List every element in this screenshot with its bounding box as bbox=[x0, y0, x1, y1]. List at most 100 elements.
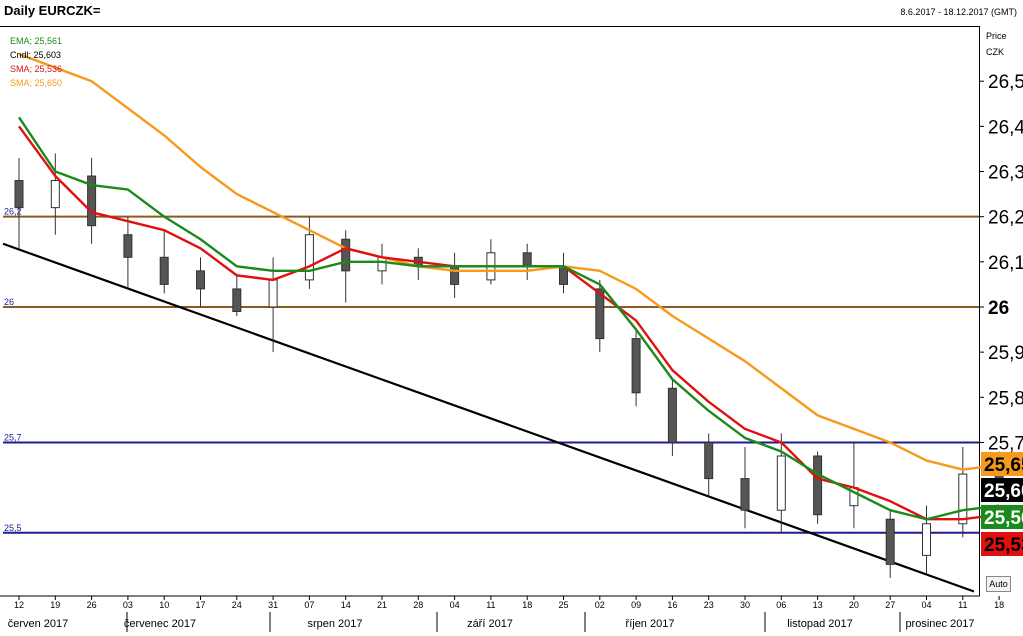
candle-body bbox=[776, 455, 786, 511]
price-currency: CZK bbox=[986, 47, 1004, 57]
x-tick-label: 12 bbox=[14, 600, 24, 610]
y-tick-label: 25,7 bbox=[988, 433, 1023, 454]
x-tick-label: 28 bbox=[413, 600, 423, 610]
ma-line bbox=[18, 116, 1000, 521]
chart-title: Daily EURCZK= bbox=[4, 3, 101, 18]
x-tick-label: 31 bbox=[268, 600, 278, 610]
candle-body bbox=[87, 175, 97, 227]
candle-body bbox=[631, 338, 641, 394]
candle-body bbox=[377, 256, 387, 272]
candle-body bbox=[341, 238, 351, 272]
candle-body bbox=[522, 252, 532, 267]
candle-body bbox=[450, 265, 460, 285]
x-tick-label: 30 bbox=[740, 600, 750, 610]
price-tag-label: 25,536 bbox=[984, 535, 1023, 556]
x-tick-label: 13 bbox=[813, 600, 823, 610]
candle-body bbox=[268, 279, 278, 308]
candle-body bbox=[123, 234, 133, 258]
candle-body bbox=[159, 256, 169, 285]
price-tag-label: 25,650 bbox=[984, 455, 1023, 476]
month-label: září 2017 bbox=[467, 618, 513, 630]
x-tick-label: 27 bbox=[885, 600, 895, 610]
price-tag bbox=[981, 452, 1023, 476]
price-axis-label: Price CZK bbox=[986, 28, 1007, 60]
month-label: listopad 2017 bbox=[787, 618, 852, 630]
month-label: prosinec 2017 bbox=[905, 618, 974, 630]
level-label: 26,2 bbox=[4, 207, 22, 217]
x-tick-label: 25 bbox=[558, 600, 568, 610]
month-label: červenec 2017 bbox=[124, 618, 196, 630]
chart-frame bbox=[0, 26, 980, 596]
y-axis: 26,5 26,4 26,3 26,2 26,1 26 25,9 25,8 25,7 bbox=[979, 72, 1023, 454]
x-tick-label: 21 bbox=[377, 600, 387, 610]
candles bbox=[14, 153, 1004, 578]
candle-body bbox=[885, 518, 895, 565]
candle-body bbox=[304, 234, 314, 281]
y-tick-label: 25,8 bbox=[988, 388, 1023, 409]
candle-body bbox=[740, 478, 750, 511]
x-tick-label: 16 bbox=[667, 600, 677, 610]
x-tick-label: 07 bbox=[304, 600, 314, 610]
candle-body bbox=[813, 455, 823, 516]
ma-line bbox=[18, 52, 1000, 471]
candle-body bbox=[922, 523, 931, 556]
moving-averages bbox=[18, 52, 1000, 521]
x-tick-label: 03 bbox=[123, 600, 133, 610]
candle-body bbox=[595, 288, 605, 340]
trendline-line bbox=[2, 242, 975, 593]
x-tick-label: 26 bbox=[87, 600, 97, 610]
level-label: 25,5 bbox=[4, 523, 22, 533]
price-tag bbox=[981, 505, 1023, 529]
y-tick-label: 26,3 bbox=[988, 163, 1023, 184]
candle-body bbox=[50, 180, 60, 209]
x-tick-label: 11 bbox=[958, 600, 967, 610]
candle-body bbox=[958, 473, 968, 525]
horizontal-levels: 26,2 26 25,7 25,5 bbox=[3, 207, 979, 534]
x-tick-label: 09 bbox=[631, 600, 641, 610]
month-label: srpen 2017 bbox=[307, 618, 362, 630]
legend-item-sma-long: SMA; 25,650 bbox=[10, 78, 63, 88]
ma-line bbox=[18, 125, 1000, 521]
candle-body bbox=[704, 441, 714, 480]
x-tick-label: 17 bbox=[195, 600, 205, 610]
x-tick-label: 14 bbox=[341, 600, 351, 610]
month-label: říjen 2017 bbox=[626, 618, 675, 630]
level-label: 26 bbox=[4, 297, 14, 307]
x-tick-label: 10 bbox=[159, 600, 169, 610]
y-tick-label: 26,5 bbox=[988, 72, 1023, 93]
level-label: 25,7 bbox=[4, 432, 22, 442]
legend-item-sma-short: SMA; 25,536 bbox=[10, 64, 63, 74]
x-tick-label: 11 bbox=[486, 600, 495, 610]
trendline bbox=[2, 242, 975, 593]
x-tick-label: 23 bbox=[704, 600, 714, 610]
x-axis: 12 19 26 03 10 17 24 31 07 14 21 28 04 11 18 25 02 09 16 23… bbox=[0, 595, 1004, 632]
x-tick-label: 18 bbox=[522, 600, 532, 610]
candle-body bbox=[667, 387, 677, 443]
x-tick-label: 20 bbox=[849, 600, 859, 610]
candle-body bbox=[14, 180, 24, 209]
y-tick-label: 26,4 bbox=[988, 117, 1023, 138]
x-tick-label: 06 bbox=[776, 600, 786, 610]
price-tag-label: 25,561 bbox=[984, 508, 1023, 529]
price-label-text: Price bbox=[986, 31, 1007, 41]
x-tick-label: 04 bbox=[921, 600, 931, 610]
auto-scale-button[interactable]: Auto bbox=[986, 576, 1011, 592]
candle-body bbox=[196, 270, 205, 290]
y-tick-label: 25,9 bbox=[988, 343, 1023, 364]
x-tick-label: 04 bbox=[450, 600, 460, 610]
month-label: červen 2017 bbox=[8, 618, 69, 630]
x-tick-label: 19 bbox=[50, 600, 60, 610]
x-tick-label: 24 bbox=[232, 600, 242, 610]
date-range: 8.6.2017 - 18.12.2017 (GMT) bbox=[900, 7, 1017, 17]
y-tick-label: 26,2 bbox=[988, 208, 1023, 229]
legend: EMA; 25,561 Cndl; 25,603 SMA; 25,536 SMA… bbox=[10, 34, 62, 90]
price-tag bbox=[981, 478, 1023, 502]
legend-item-cndl: Cndl; 25,603 bbox=[10, 50, 62, 60]
y-tick-label: 26,1 bbox=[988, 253, 1023, 274]
y-tick-label: 26 bbox=[988, 298, 1009, 319]
x-tick-label: 18 bbox=[994, 600, 1004, 610]
price-tags: 25,650 25,603 25,561 25,536 bbox=[981, 452, 1023, 556]
x-tick-label: 02 bbox=[595, 600, 605, 610]
candle-body bbox=[232, 288, 242, 312]
